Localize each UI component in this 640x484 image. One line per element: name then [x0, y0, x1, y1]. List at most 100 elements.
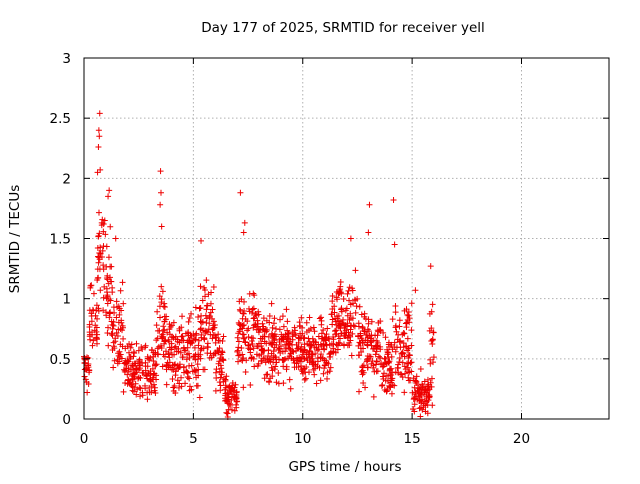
data-point: [225, 384, 232, 391]
data-point: [239, 351, 246, 358]
data-point: [391, 241, 398, 248]
data-point: [189, 368, 196, 375]
data-point: [320, 370, 327, 377]
data-point: [410, 396, 417, 403]
data-point: [247, 382, 254, 389]
data-point: [428, 325, 435, 332]
data-point: [268, 300, 275, 307]
data-point: [310, 338, 317, 345]
data-point: [90, 290, 97, 297]
data-point: [306, 314, 313, 321]
data-point: [241, 334, 248, 341]
data-point: [290, 330, 297, 337]
data-point: [336, 289, 343, 296]
data-point: [223, 397, 230, 404]
data-point: [396, 323, 403, 330]
data-point: [265, 358, 272, 365]
data-point: [349, 330, 356, 337]
data-point: [261, 338, 268, 345]
data-point: [192, 332, 199, 339]
y-tick-label: 2: [62, 171, 71, 187]
data-point: [252, 310, 259, 317]
y-tick-label: 0: [62, 412, 71, 428]
data-point: [179, 337, 186, 344]
data-point: [175, 384, 182, 391]
data-point: [169, 375, 176, 382]
data-point: [226, 401, 233, 408]
data-point: [132, 380, 139, 387]
data-point: [133, 391, 140, 398]
data-point: [270, 320, 277, 327]
data-point: [297, 323, 304, 330]
data-point: [176, 363, 183, 370]
data-point: [235, 344, 242, 351]
data-point: [95, 274, 102, 281]
data-point: [210, 322, 217, 329]
data-point: [327, 364, 334, 371]
data-point: [114, 304, 121, 311]
data-point: [340, 332, 347, 339]
data-point: [261, 333, 268, 340]
data-point: [224, 410, 231, 417]
data-point: [261, 375, 268, 382]
y-tick-label: 1: [62, 292, 71, 308]
data-point: [315, 346, 322, 353]
data-point: [144, 389, 151, 396]
data-point: [429, 301, 436, 308]
data-point: [248, 355, 255, 362]
data-points: [81, 110, 437, 421]
data-point: [301, 376, 308, 383]
data-point: [352, 309, 359, 316]
data-point: [106, 187, 113, 194]
data-point: [139, 369, 146, 376]
data-point: [333, 294, 340, 301]
data-point: [427, 263, 434, 270]
data-point: [216, 358, 223, 365]
data-point: [346, 297, 353, 304]
data-point: [295, 339, 302, 346]
data-point: [263, 317, 270, 324]
data-point: [409, 389, 416, 396]
data-point: [97, 166, 104, 173]
data-point: [390, 196, 397, 203]
data-point: [213, 366, 220, 373]
data-point: [166, 344, 173, 351]
data-point: [428, 375, 435, 382]
data-point: [94, 266, 101, 273]
data-point: [197, 326, 204, 333]
data-point: [273, 325, 280, 332]
data-point: [273, 356, 280, 363]
data-point: [158, 223, 165, 230]
data-point: [200, 327, 207, 334]
data-point: [178, 383, 185, 390]
data-point: [403, 343, 410, 350]
data-point: [323, 331, 330, 338]
data-point: [197, 318, 204, 325]
data-point: [181, 347, 188, 354]
data-point: [186, 314, 193, 321]
data-point: [190, 353, 197, 360]
data-point: [328, 311, 335, 318]
data-point: [351, 296, 358, 303]
data-point: [194, 361, 201, 368]
data-point: [112, 235, 119, 242]
data-point: [233, 389, 240, 396]
data-point: [392, 302, 399, 309]
data-point: [301, 346, 308, 353]
data-point: [347, 326, 354, 333]
data-point: [307, 343, 314, 350]
data-point: [174, 338, 181, 345]
data-point: [316, 364, 323, 371]
data-point: [258, 358, 265, 365]
data-point: [148, 383, 155, 390]
data-point: [370, 337, 377, 344]
data-point: [260, 315, 267, 322]
data-point: [137, 374, 144, 381]
data-point: [144, 396, 151, 403]
data-point: [217, 355, 224, 362]
data-point: [306, 327, 313, 334]
data-point: [179, 354, 186, 361]
data-point: [191, 344, 198, 351]
data-point: [212, 350, 219, 357]
data-point: [103, 295, 110, 302]
